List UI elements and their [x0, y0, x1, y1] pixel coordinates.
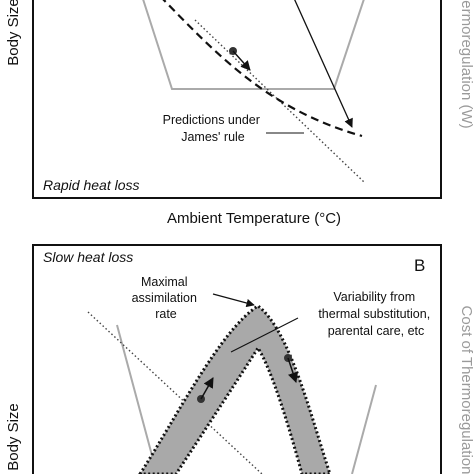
panel-b-frame [32, 244, 442, 474]
panel-a-frame [32, 0, 442, 199]
panel-a: Body Size Cost of Thermoregulation (W) P… [5, 0, 474, 199]
panel-b-cost-curve [116, 324, 158, 474]
panel-b-corner-label: Slow heat loss [43, 249, 133, 265]
panel-b-variability-band [138, 304, 332, 474]
panel-b-letter: B [414, 256, 425, 275]
panel-b-var-leader [230, 317, 299, 353]
panel-a-cost-curve [142, 0, 365, 90]
panel-a-annotation-line2: James' rule [181, 130, 245, 144]
panel-a-james-rule-curve [162, 0, 363, 138]
panel-b-y-axis-label: Body Size [5, 403, 22, 471]
panel-a-right-axis-label: Cost of Thermoregulation (W) [458, 0, 474, 129]
panel-a-y-axis-label: Body Size [5, 0, 22, 66]
panel-b-left-arrow [200, 377, 214, 400]
panel-b-right-axis-label: Cost of Thermoregulation [458, 306, 474, 474]
panel-b-annotation-max-line2: assimilation [132, 291, 197, 305]
panel-b-right-arrow [287, 357, 298, 383]
panel-a-annotation-line1: Predictions under [163, 113, 260, 127]
panel-b-annotation-max-line1: Maximal [141, 275, 188, 289]
panel-b-annotation-var-line3: parental care, etc [328, 324, 425, 338]
panel-b-max-arrow [212, 293, 255, 308]
panel-a-corner-label: Rapid heat loss [43, 177, 140, 193]
x-axis-label: Ambient Temperature (°C) [167, 210, 341, 227]
panel-b-annotation-var-line1: Variability from [333, 290, 415, 304]
panel-a-long-arrow [294, 0, 353, 128]
panel-b-annotation-max-line3: rate [155, 307, 177, 321]
panel-b-annotation-var: Variability from thermal substitution, p… [318, 290, 433, 338]
panel-a-annotation: Predictions under James' rule [163, 113, 264, 144]
panel-b-annotation-var-line2: thermal substitution, [318, 307, 430, 321]
panel-b-annotation-max: Maximal assimilation rate [132, 275, 201, 321]
panel-b: Slow heat loss B Body Size Cost of Therm… [5, 244, 474, 474]
panel-b-cost-curve-right [351, 384, 377, 474]
panel-a-curve-arrow [232, 50, 251, 71]
